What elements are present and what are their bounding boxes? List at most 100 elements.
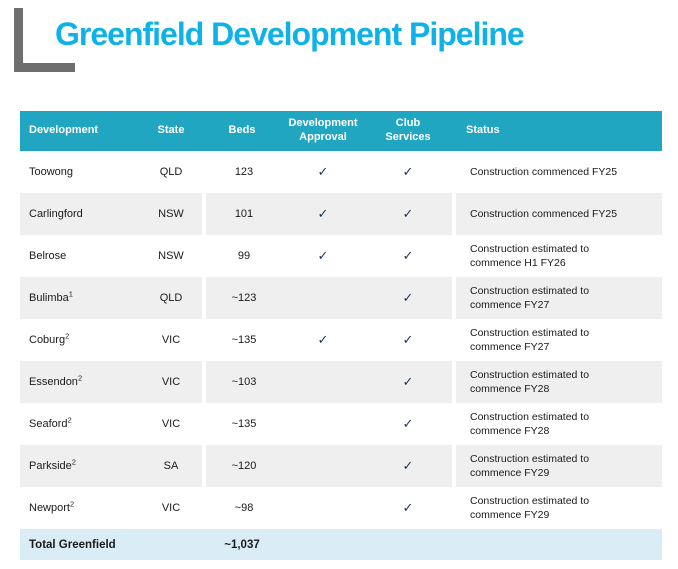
- check-icon: ✓: [402, 332, 414, 347]
- table-row: Seaford2 VIC ~135 ✓ Construction estimated t…: [20, 403, 662, 445]
- check-icon: ✓: [402, 290, 414, 305]
- state-cell: VIC: [140, 319, 202, 361]
- development-name-cell: Essendon2: [20, 361, 140, 403]
- footnote-marker: 2: [65, 331, 70, 341]
- table-row: Parkside2 SA ~120 ✓ Construction estimated t…: [20, 445, 662, 487]
- status-cell: Construction estimated to commence FY27: [452, 319, 662, 361]
- beds-cell: 99: [202, 235, 282, 277]
- footnote-marker: 1: [68, 289, 73, 299]
- club-services-cell: ✓: [364, 277, 452, 319]
- development-approval-cell: [282, 403, 364, 445]
- status-cell: Construction commenced FY25: [452, 151, 662, 193]
- status-cell: Construction estimated to commence H1 FY…: [452, 235, 662, 277]
- table-row: Coburg2 VIC ~135 ✓ ✓ Construction estimated t…: [20, 319, 662, 361]
- check-icon: ✓: [317, 248, 329, 263]
- column-header-club-services: Club Services: [364, 111, 452, 151]
- total-development-approval-cell: [282, 529, 364, 560]
- check-icon: ✓: [402, 248, 414, 263]
- table-body: Toowong QLD 123 ✓ ✓ Construction commenced FY…: [20, 151, 662, 529]
- column-header-development-approval: Development Approval: [282, 111, 364, 151]
- status-cell: Construction estimated to commence FY28: [452, 361, 662, 403]
- footnote-marker: 2: [69, 499, 75, 509]
- check-icon: ✓: [402, 416, 414, 431]
- total-state-cell: [140, 529, 202, 560]
- check-icon: ✓: [317, 206, 329, 221]
- development-name-cell: Coburg2: [20, 319, 140, 361]
- status-cell: Construction commenced FY25: [452, 193, 662, 235]
- table-header: Development State Beds Development Approval…: [20, 111, 662, 151]
- club-services-cell: ✓: [364, 193, 452, 235]
- beds-cell: 123: [202, 151, 282, 193]
- check-icon: ✓: [402, 458, 414, 473]
- check-icon: ✓: [402, 206, 414, 221]
- status-cell: Construction estimated to commence FY29: [452, 445, 662, 487]
- table-row: Newport2 VIC ~98 ✓ Construction estimated to…: [20, 487, 662, 529]
- state-cell: VIC: [140, 403, 202, 445]
- page-title: Greenfield Development Pipeline: [55, 16, 525, 52]
- development-approval-cell: ✓: [282, 151, 364, 193]
- club-services-cell: ✓: [364, 319, 452, 361]
- total-beds: ~1,037: [202, 529, 282, 560]
- club-services-cell: ✓: [364, 151, 452, 193]
- club-services-cell: ✓: [364, 235, 452, 277]
- state-cell: NSW: [140, 235, 202, 277]
- beds-cell: ~123: [202, 277, 282, 319]
- column-header-status: Status: [452, 111, 662, 151]
- state-cell: QLD: [140, 151, 202, 193]
- column-header-development: Development: [20, 111, 140, 151]
- beds-cell: ~103: [202, 361, 282, 403]
- table-footer: Total Greenfield ~1,037: [20, 529, 662, 560]
- state-cell: SA: [140, 445, 202, 487]
- development-approval-cell: ✓: [282, 319, 364, 361]
- check-icon: ✓: [317, 332, 329, 347]
- check-icon: ✓: [402, 500, 414, 515]
- state-cell: VIC: [140, 487, 202, 529]
- column-header-state: State: [140, 111, 202, 151]
- state-cell: NSW: [140, 193, 202, 235]
- status-cell: Construction estimated to commence FY28: [452, 403, 662, 445]
- development-approval-cell: ✓: [282, 193, 364, 235]
- development-name-cell: Toowong: [20, 151, 140, 193]
- table-row: Bulimba1 QLD ~123 ✓ Construction estimated t…: [20, 277, 662, 319]
- status-cell: Construction estimated to commence FY27: [452, 277, 662, 319]
- state-cell: QLD: [140, 277, 202, 319]
- check-icon: ✓: [317, 164, 329, 179]
- table-row: Carlingford NSW 101 ✓ ✓ Construction commence…: [20, 193, 662, 235]
- total-club-services-cell: [364, 529, 452, 560]
- club-services-cell: ✓: [364, 445, 452, 487]
- beds-cell: ~135: [202, 403, 282, 445]
- footnote-marker: 2: [71, 457, 76, 467]
- development-name-cell: Carlingford: [20, 193, 140, 235]
- column-header-beds: Beds: [202, 111, 282, 151]
- development-name-cell: Seaford2: [20, 403, 140, 445]
- club-services-cell: ✓: [364, 403, 452, 445]
- development-name-cell: Parkside2: [20, 445, 140, 487]
- total-label: Total Greenfield: [20, 529, 140, 560]
- development-approval-cell: [282, 277, 364, 319]
- table-row: Toowong QLD 123 ✓ ✓ Construction commenced FY…: [20, 151, 662, 193]
- total-status-cell: [452, 529, 662, 560]
- table-header-row: Development State Beds Development Approval…: [20, 111, 662, 151]
- beds-cell: ~135: [202, 319, 282, 361]
- development-approval-cell: [282, 445, 364, 487]
- club-services-cell: ✓: [364, 361, 452, 403]
- table-row: Belrose NSW 99 ✓ ✓ Construction estimated to …: [20, 235, 662, 277]
- development-name-cell: Belrose: [20, 235, 140, 277]
- footnote-marker: 2: [67, 415, 72, 425]
- title-accent-mark: [14, 8, 75, 72]
- check-icon: ✓: [402, 374, 414, 389]
- state-cell: VIC: [140, 361, 202, 403]
- footnote-marker: 2: [77, 373, 83, 383]
- beds-cell: ~120: [202, 445, 282, 487]
- table-row: Essendon2 VIC ~103 ✓ Construction estimated …: [20, 361, 662, 403]
- total-row: Total Greenfield ~1,037: [20, 529, 662, 560]
- development-approval-cell: [282, 487, 364, 529]
- development-approval-cell: ✓: [282, 235, 364, 277]
- pipeline-table: Development State Beds Development Approval…: [20, 111, 662, 560]
- development-name-cell: Newport2: [20, 487, 140, 529]
- development-approval-cell: [282, 361, 364, 403]
- status-cell: Construction estimated to commence FY29: [452, 487, 662, 529]
- beds-cell: 101: [202, 193, 282, 235]
- beds-cell: ~98: [202, 487, 282, 529]
